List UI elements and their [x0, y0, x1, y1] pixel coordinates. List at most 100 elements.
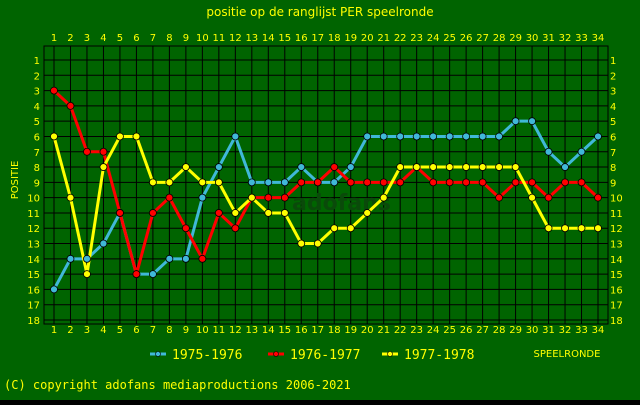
x-tick-top: 31 — [542, 33, 555, 44]
y-tick-left: 13 — [27, 240, 40, 251]
data-point — [99, 163, 108, 171]
legend-label: 1977-1978 — [404, 348, 474, 363]
data-point — [594, 193, 602, 202]
data-point — [198, 193, 207, 202]
data-point — [396, 178, 405, 187]
x-tick-top: 7 — [150, 33, 156, 44]
x-tick-bottom: 19 — [344, 325, 357, 336]
grid — [43, 45, 609, 325]
data-point — [83, 254, 91, 263]
data-point — [247, 178, 256, 187]
x-tick-top: 11 — [212, 33, 225, 44]
data-point — [577, 147, 586, 156]
data-point — [264, 193, 273, 202]
data-point — [495, 163, 503, 171]
data-point — [297, 239, 306, 248]
data-point — [83, 270, 91, 279]
data-point — [495, 132, 503, 141]
x-tick-top: 29 — [509, 33, 522, 44]
data-point — [181, 163, 190, 171]
x-tick-top: 2 — [67, 33, 73, 44]
series-line-1977-1978 — [52, 134, 598, 276]
x-tick-bottom: 20 — [361, 325, 374, 336]
data-point — [214, 163, 223, 171]
data-point — [346, 163, 355, 171]
data-point — [544, 147, 553, 156]
x-tick-bottom: 31 — [542, 325, 555, 336]
x-tick-top: 6 — [133, 33, 139, 44]
data-point — [396, 132, 405, 141]
x-tick-bottom: 12 — [229, 325, 242, 336]
plot-frame — [43, 45, 609, 325]
x-tick-top: 13 — [245, 33, 258, 44]
x-tick-top: 24 — [427, 33, 440, 44]
data-point — [495, 193, 503, 202]
x-tick-bottom: 1 — [51, 325, 57, 336]
data-point — [363, 209, 372, 217]
data-point — [396, 163, 405, 171]
y-tick-left: 8 — [34, 163, 40, 174]
watermark: adofans — [292, 191, 391, 216]
x-tick-bottom: 13 — [245, 325, 258, 336]
y-tick-left: 15 — [27, 270, 40, 281]
y-tick-right: 2 — [610, 71, 616, 82]
x-tick-bottom: 23 — [410, 325, 423, 336]
y-tick-right: 8 — [610, 163, 616, 174]
data-point — [66, 101, 75, 110]
y-tick-right: 9 — [610, 178, 616, 189]
data-point — [511, 178, 520, 187]
y-tick-left: 9 — [34, 178, 40, 189]
data-point — [561, 178, 569, 187]
y-tick-left: 14 — [27, 255, 40, 266]
y-tick-right: 7 — [610, 148, 616, 159]
data-point — [313, 239, 322, 248]
data-point — [544, 193, 553, 202]
y-tick-left: 12 — [27, 224, 40, 235]
data-point — [66, 254, 75, 263]
series-line-1975-1976 — [52, 119, 600, 291]
x-tick-bottom: 30 — [526, 325, 539, 336]
data-point — [330, 163, 339, 171]
x-tick-top: 14 — [262, 33, 275, 44]
data-point — [445, 132, 454, 141]
data-point — [181, 254, 190, 263]
data-point — [149, 209, 157, 217]
x-tick-top: 26 — [460, 33, 473, 44]
data-point — [412, 132, 421, 141]
x-tick-top: 19 — [344, 33, 357, 44]
data-point — [280, 178, 289, 187]
y-tick-left: 7 — [34, 148, 40, 159]
data-point — [379, 132, 388, 141]
y-tick-left: 2 — [34, 71, 40, 82]
data-point — [165, 193, 174, 202]
x-tick-bottom: 8 — [166, 325, 172, 336]
data-point — [478, 163, 487, 171]
data-point — [132, 270, 141, 279]
x-tick-bottom: 33 — [575, 325, 588, 336]
y-tick-left: 5 — [34, 117, 40, 128]
legend-swatch-dot — [273, 351, 279, 357]
x-tick-top: 17 — [311, 33, 324, 44]
data-point — [247, 193, 256, 202]
x-tick-top: 25 — [443, 33, 456, 44]
x-tick-top: 27 — [476, 33, 489, 44]
x-tick-top: 33 — [575, 33, 588, 44]
data-point — [149, 270, 157, 279]
x-tick-top: 32 — [559, 33, 572, 44]
data-point — [379, 178, 388, 187]
data-point — [330, 224, 339, 233]
data-point — [66, 193, 75, 202]
x-tick-bottom: 18 — [328, 325, 341, 336]
x-tick-top: 1 — [51, 33, 57, 44]
data-point — [165, 178, 174, 187]
data-point — [116, 132, 124, 141]
data-point — [594, 224, 602, 233]
data-point — [363, 132, 372, 141]
x-tick-bottom: 17 — [311, 325, 324, 336]
data-point — [50, 86, 58, 95]
data-point — [214, 178, 223, 187]
data-point — [429, 163, 438, 171]
data-point — [297, 163, 306, 171]
data-point — [544, 224, 553, 233]
